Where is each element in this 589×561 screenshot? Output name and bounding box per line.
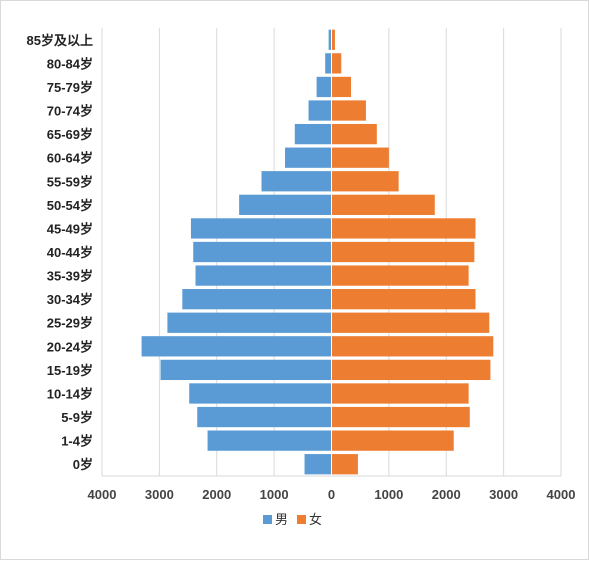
female-bar xyxy=(331,147,389,168)
legend-swatch xyxy=(297,515,306,524)
male-bar xyxy=(285,147,332,168)
male-bar xyxy=(294,123,332,145)
legend-label: 男 xyxy=(275,512,288,527)
male-bar xyxy=(308,100,332,121)
category-label: 0岁 xyxy=(73,457,93,472)
x-tick-label: 1000 xyxy=(260,487,289,502)
category-label: 65-69岁 xyxy=(47,127,93,142)
category-label: 35-39岁 xyxy=(47,269,93,284)
male-bar xyxy=(189,383,332,404)
male-bar xyxy=(207,430,332,451)
female-bar xyxy=(331,241,475,263)
female-bar xyxy=(331,312,490,333)
female-bar xyxy=(331,100,366,121)
category-label: 15-19岁 xyxy=(47,363,93,378)
female-bar xyxy=(331,123,377,145)
x-tick-label: 0 xyxy=(328,487,335,502)
female-bar xyxy=(331,218,476,239)
legend-swatch xyxy=(263,515,272,524)
female-bar xyxy=(331,406,470,428)
category-label: 60-64岁 xyxy=(47,151,93,166)
x-tick-labels: 4000 3000 2000 1000 0 1000 2000 3000 4000 xyxy=(88,487,576,502)
male-bar xyxy=(325,53,332,74)
category-label: 85岁及以上 xyxy=(27,33,93,48)
male-bar xyxy=(316,76,332,98)
male-bar xyxy=(160,359,332,381)
male-bar xyxy=(197,406,332,428)
category-labels: 85岁及以上 80-84岁 75-79岁 70-74岁 65-69岁 60-64岁 55-5… xyxy=(27,33,93,472)
x-tick-label: 3000 xyxy=(489,487,518,502)
female-bar xyxy=(331,430,454,451)
female-bar xyxy=(331,383,469,404)
male-bar xyxy=(239,194,332,215)
category-label: 1-4岁 xyxy=(61,434,93,449)
female-bar xyxy=(331,336,494,357)
category-label: 45-49岁 xyxy=(47,221,93,236)
female-bar xyxy=(331,454,358,475)
male-bar xyxy=(195,265,332,286)
category-label: 25-29岁 xyxy=(47,316,93,331)
male-bar xyxy=(328,29,332,50)
legend: 男女 xyxy=(263,512,322,527)
x-tick-label: 4000 xyxy=(547,487,576,502)
category-label: 30-34岁 xyxy=(47,292,93,307)
legend-label: 女 xyxy=(309,512,322,527)
female-bar xyxy=(331,171,399,192)
male-bar xyxy=(167,312,332,333)
female-bar xyxy=(331,29,335,50)
category-label: 70-74岁 xyxy=(47,104,93,119)
male-bar xyxy=(261,171,332,192)
x-tick-label: 1000 xyxy=(374,487,403,502)
male-bar xyxy=(304,454,332,475)
category-label: 80-84岁 xyxy=(47,56,93,71)
female-bar xyxy=(331,359,491,381)
female-bar xyxy=(331,265,469,286)
male-bar xyxy=(141,336,332,357)
female-bar xyxy=(331,53,342,74)
bars-layer xyxy=(141,28,494,476)
female-bar xyxy=(331,76,352,98)
category-label: 55-59岁 xyxy=(47,174,93,189)
female-bar xyxy=(331,194,435,215)
female-bar xyxy=(331,289,476,310)
category-label: 10-14岁 xyxy=(47,386,93,401)
male-bar xyxy=(190,218,332,239)
male-bar xyxy=(193,241,332,263)
category-label: 5-9岁 xyxy=(61,410,93,425)
x-tick-label: 3000 xyxy=(145,487,174,502)
x-tick-label: 2000 xyxy=(202,487,231,502)
category-label: 50-54岁 xyxy=(47,198,93,213)
category-label: 20-24岁 xyxy=(47,339,93,354)
x-tick-label: 4000 xyxy=(88,487,117,502)
male-bar xyxy=(182,289,332,310)
category-label: 75-79岁 xyxy=(47,80,93,95)
x-tick-label: 2000 xyxy=(432,487,461,502)
category-label: 40-44岁 xyxy=(47,245,93,260)
